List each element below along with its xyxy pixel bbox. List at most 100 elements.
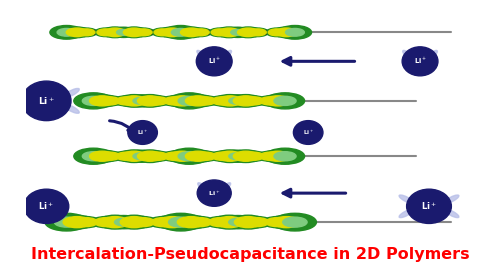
Ellipse shape [247, 28, 268, 37]
Ellipse shape [216, 27, 242, 38]
Ellipse shape [138, 96, 162, 106]
Ellipse shape [116, 97, 136, 105]
Ellipse shape [182, 95, 214, 107]
Ellipse shape [166, 150, 198, 162]
Ellipse shape [114, 218, 132, 226]
Ellipse shape [211, 29, 228, 36]
Ellipse shape [152, 218, 174, 227]
Ellipse shape [147, 220, 159, 224]
Ellipse shape [178, 96, 201, 105]
Ellipse shape [212, 215, 246, 229]
Ellipse shape [160, 99, 172, 103]
Ellipse shape [116, 29, 130, 35]
Ellipse shape [222, 150, 252, 162]
Ellipse shape [124, 28, 144, 37]
Ellipse shape [152, 28, 173, 37]
Ellipse shape [244, 97, 264, 105]
Ellipse shape [132, 218, 154, 227]
Ellipse shape [274, 213, 316, 231]
Ellipse shape [263, 217, 290, 228]
Ellipse shape [120, 27, 148, 38]
Ellipse shape [148, 30, 158, 34]
Ellipse shape [402, 47, 438, 76]
Ellipse shape [204, 220, 216, 224]
Ellipse shape [118, 150, 150, 162]
Ellipse shape [197, 180, 231, 206]
Ellipse shape [260, 152, 280, 160]
Ellipse shape [272, 217, 300, 228]
Ellipse shape [234, 151, 258, 161]
Ellipse shape [212, 97, 232, 105]
Ellipse shape [228, 218, 247, 226]
Ellipse shape [206, 217, 234, 228]
Ellipse shape [118, 95, 150, 107]
Ellipse shape [14, 89, 29, 98]
Ellipse shape [114, 151, 138, 161]
Ellipse shape [222, 95, 252, 107]
Text: Li$^+$: Li$^+$ [137, 128, 148, 137]
Ellipse shape [116, 152, 136, 160]
Ellipse shape [104, 28, 126, 37]
Text: Li$^+$: Li$^+$ [414, 56, 426, 67]
Ellipse shape [229, 98, 246, 104]
Ellipse shape [170, 96, 194, 106]
Ellipse shape [148, 152, 168, 160]
Ellipse shape [266, 148, 304, 164]
Ellipse shape [196, 47, 232, 76]
Ellipse shape [276, 28, 297, 37]
Ellipse shape [399, 195, 413, 204]
Ellipse shape [164, 97, 184, 105]
Ellipse shape [111, 27, 136, 37]
Ellipse shape [90, 220, 102, 224]
Ellipse shape [198, 183, 206, 190]
Ellipse shape [166, 95, 198, 107]
Ellipse shape [50, 25, 83, 39]
Ellipse shape [230, 95, 262, 107]
Ellipse shape [196, 97, 216, 105]
Ellipse shape [262, 150, 294, 162]
Text: Li$^+$: Li$^+$ [302, 128, 314, 137]
Ellipse shape [428, 50, 438, 58]
Ellipse shape [112, 154, 124, 158]
Ellipse shape [230, 150, 262, 162]
Ellipse shape [98, 151, 122, 161]
Ellipse shape [218, 96, 242, 106]
Ellipse shape [82, 96, 104, 105]
Ellipse shape [273, 27, 299, 38]
Ellipse shape [249, 29, 266, 36]
Ellipse shape [159, 213, 202, 231]
Ellipse shape [170, 93, 209, 109]
Ellipse shape [444, 209, 459, 218]
Ellipse shape [178, 217, 205, 228]
Ellipse shape [222, 50, 232, 58]
Ellipse shape [196, 152, 216, 160]
Ellipse shape [64, 104, 80, 113]
Ellipse shape [257, 96, 282, 106]
Ellipse shape [54, 217, 78, 227]
Ellipse shape [114, 96, 138, 106]
Ellipse shape [212, 65, 217, 74]
Ellipse shape [269, 215, 304, 229]
Ellipse shape [266, 28, 287, 37]
Ellipse shape [112, 99, 124, 103]
Ellipse shape [194, 96, 218, 106]
Ellipse shape [92, 217, 119, 228]
Text: Li$^+$: Li$^+$ [38, 95, 55, 107]
Ellipse shape [210, 96, 234, 106]
Ellipse shape [120, 217, 148, 228]
Ellipse shape [97, 29, 114, 36]
Ellipse shape [170, 151, 194, 161]
Ellipse shape [208, 99, 220, 103]
Ellipse shape [82, 152, 104, 161]
Ellipse shape [218, 151, 242, 161]
Ellipse shape [154, 29, 171, 36]
Ellipse shape [162, 96, 186, 106]
Ellipse shape [22, 81, 71, 121]
Ellipse shape [57, 28, 76, 36]
Ellipse shape [444, 195, 459, 204]
Ellipse shape [100, 97, 120, 105]
Ellipse shape [256, 154, 267, 158]
Ellipse shape [406, 189, 452, 223]
Ellipse shape [266, 218, 288, 227]
Ellipse shape [186, 151, 210, 161]
